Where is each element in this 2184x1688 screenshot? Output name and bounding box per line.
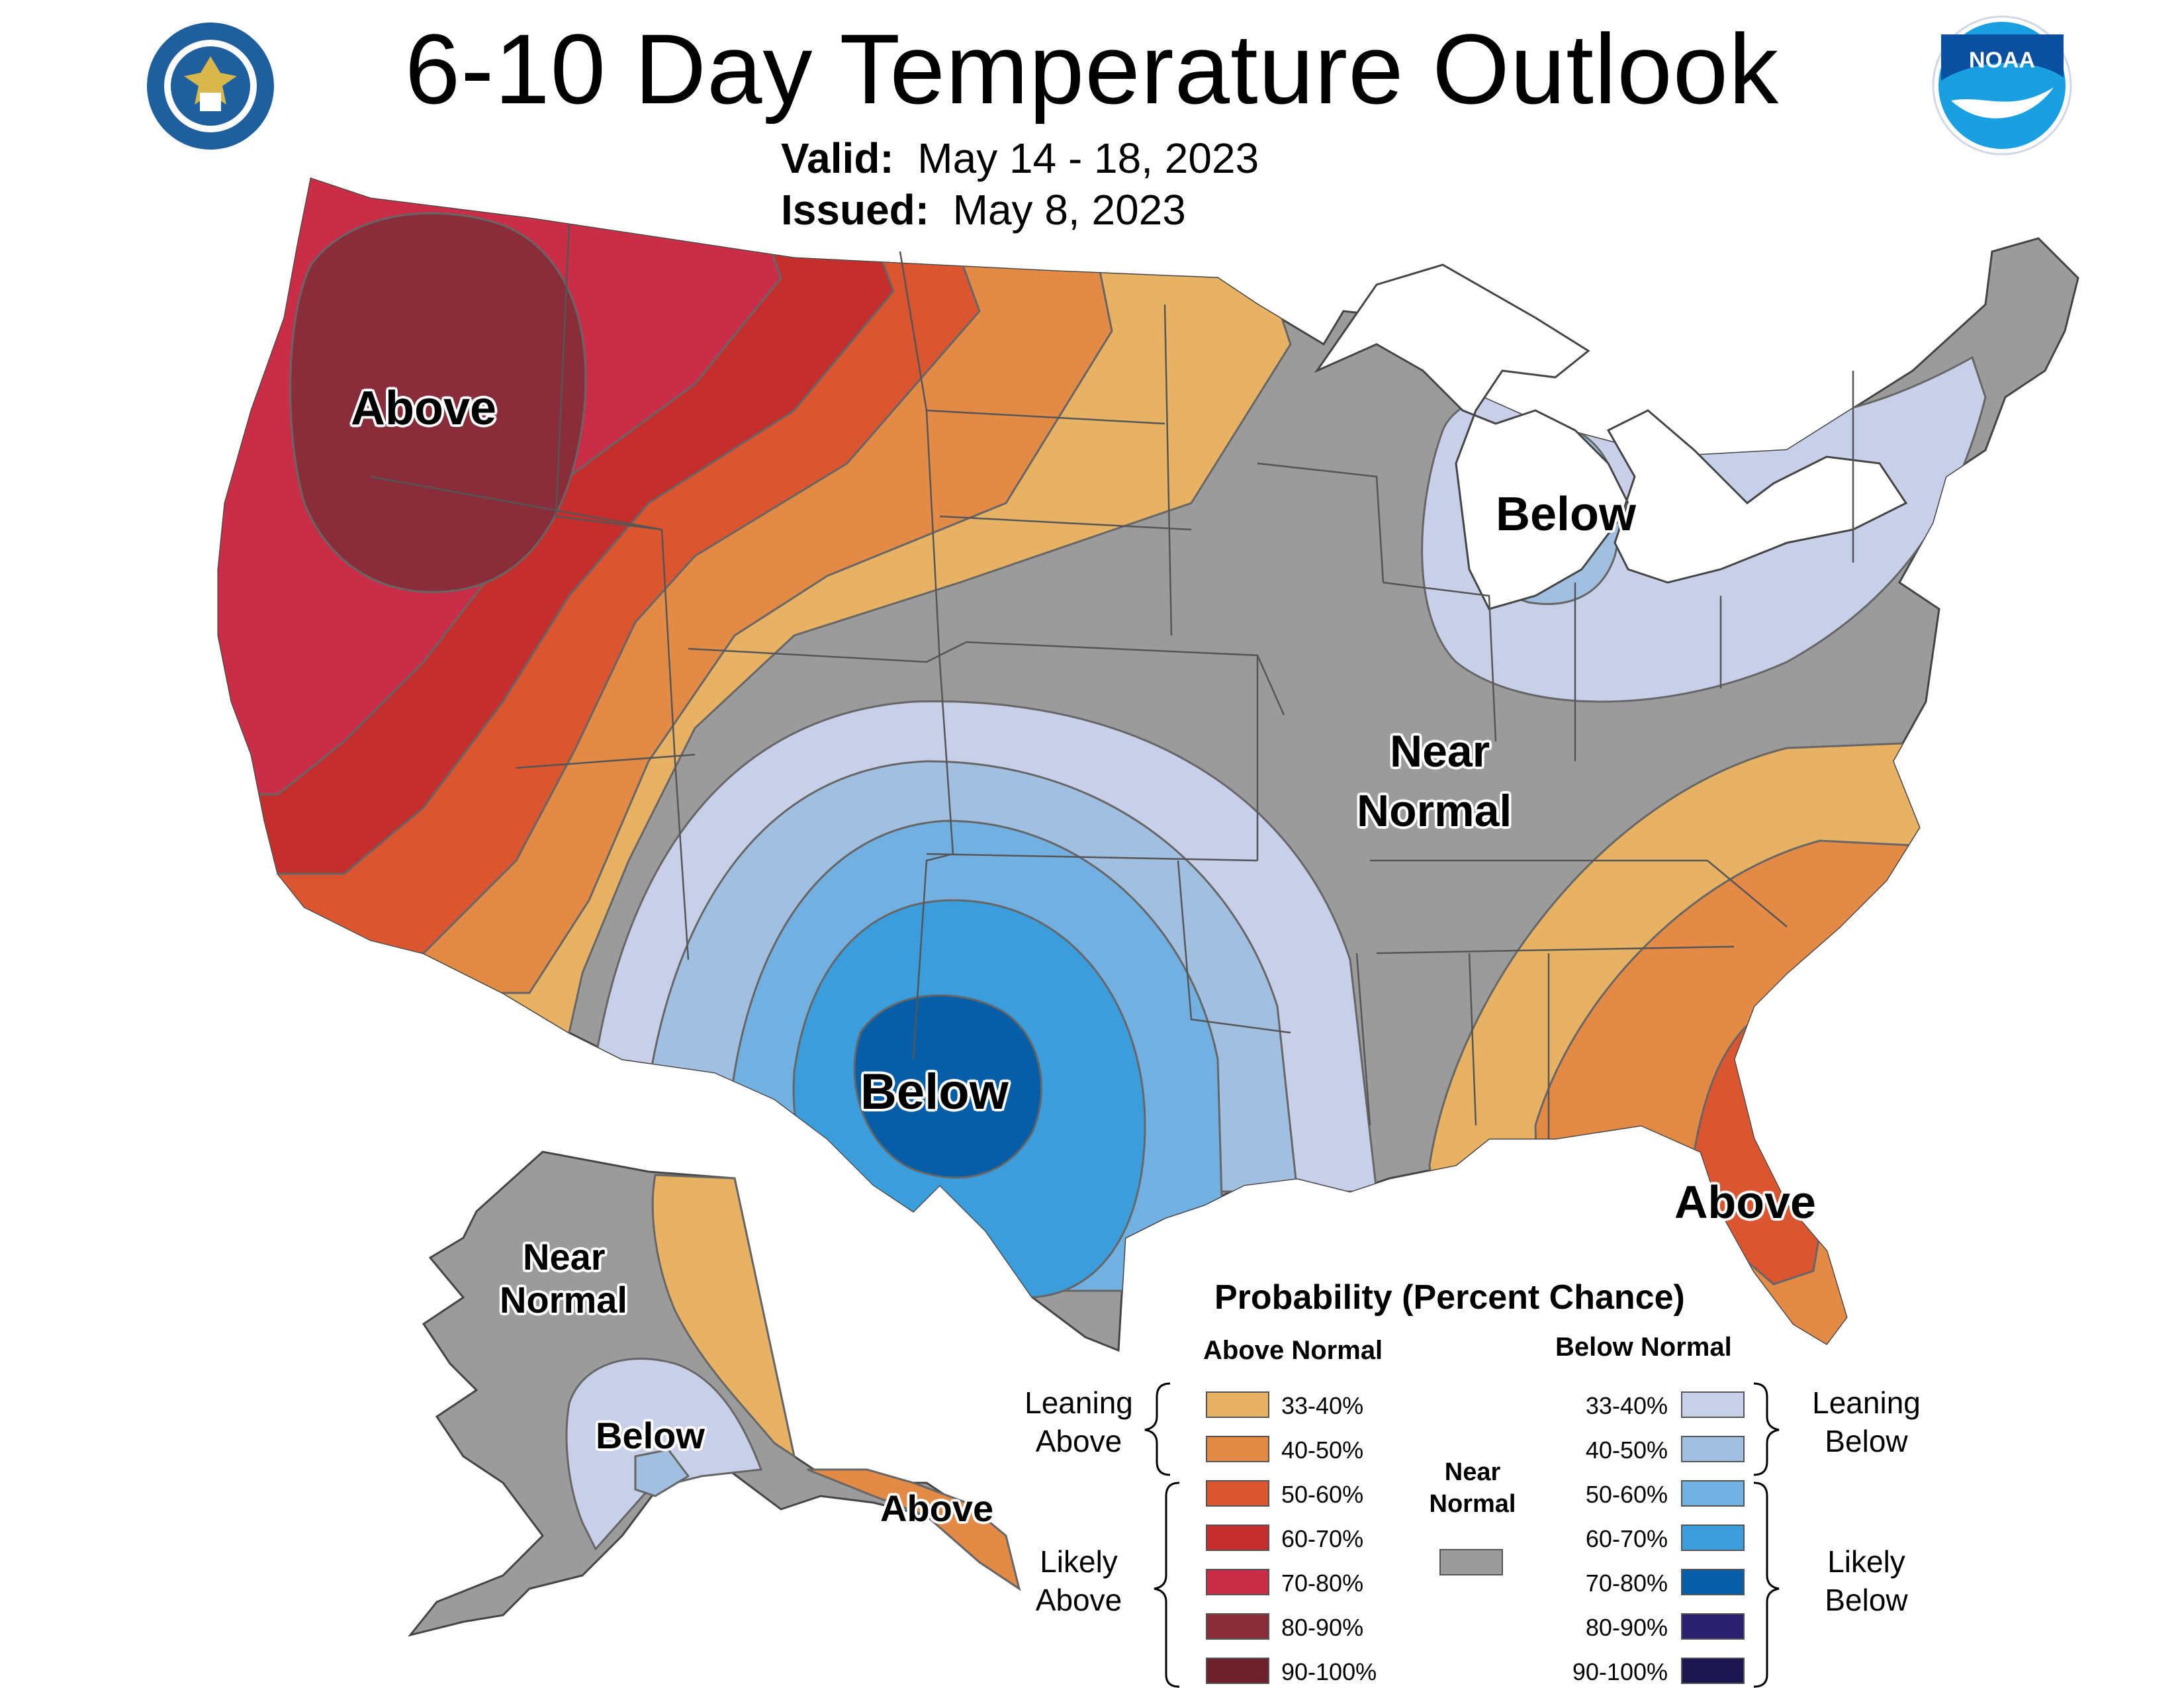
legend-below-heading: Below Normal	[1555, 1333, 1732, 1362]
legend-above-swatch	[1206, 1436, 1269, 1462]
alaska-below-40-50	[634, 1448, 690, 1497]
date-block: Valid: May 14 - 18, 2023 Issued: May 8, …	[781, 132, 1259, 236]
great-lakes	[1314, 263, 1908, 610]
legend-below-swatch	[1681, 1391, 1745, 1418]
brace-likely-above	[1154, 1481, 1180, 1688]
legend-leaning-below-label: Leaning Below	[1800, 1383, 1933, 1460]
label-near-normal-line2: Normal	[1357, 786, 1512, 836]
legend-below-range-label: 90-100%	[1572, 1658, 1668, 1685]
legend-above-range-label: 60-70%	[1281, 1525, 1364, 1552]
legend-above-range-label: 33-40%	[1281, 1392, 1364, 1419]
issued-label: Issued:	[781, 186, 930, 234]
legend-above-range-label: 50-60%	[1281, 1481, 1364, 1508]
legend-above-swatch	[1206, 1613, 1269, 1640]
noaa-logo-text: NOAA	[1969, 48, 2035, 73]
legend-above-heading: Above Normal	[1203, 1336, 1383, 1365]
label-alaska-near-line1: Near	[523, 1236, 606, 1278]
legend-below-swatch	[1681, 1569, 1745, 1595]
likely-below-line2: Below	[1825, 1583, 1908, 1617]
leaning-below-line2: Below	[1825, 1424, 1908, 1458]
map-title: 6-10 Day Temperature Outlook	[404, 13, 1780, 124]
valid-value: May 14 - 18, 2023	[917, 134, 1259, 182]
below-70-80-region	[853, 994, 1042, 1179]
label-alaska-below: Below	[596, 1415, 705, 1456]
issued-value: May 8, 2023	[952, 186, 1186, 234]
alaska-map	[408, 1150, 1021, 1637]
label-alaska-near-line2: Normal	[500, 1279, 627, 1321]
legend-title: Probability (Percent Chance)	[1214, 1278, 1685, 1317]
above-80-90-region	[289, 212, 587, 593]
valid-label: Valid:	[781, 134, 894, 182]
near-heading-line1: Near	[1444, 1458, 1501, 1486]
leaning-above-line1: Leaning	[1024, 1385, 1133, 1420]
likely-above-line1: Likely	[1040, 1544, 1118, 1579]
legend-above-range-label: 90-100%	[1281, 1658, 1377, 1685]
label-alaska-above: Above	[880, 1487, 994, 1529]
legend-above-range-label: 80-90%	[1281, 1614, 1364, 1641]
label-southeast-above: Above	[1674, 1176, 1816, 1228]
legend-above-swatch	[1206, 1391, 1269, 1418]
commerce-seal-logo	[147, 23, 274, 150]
label-west-above: Above	[351, 382, 497, 435]
label-near-normal-line1: Near	[1390, 726, 1490, 776]
legend-near-normal-swatch	[1439, 1549, 1503, 1575]
leaning-above-line2: Above	[1035, 1424, 1122, 1458]
alaska-panhandle-above	[807, 1468, 1021, 1591]
legend-below-range-label: 80-90%	[1585, 1614, 1668, 1641]
label-texas-below: Below	[860, 1064, 1009, 1120]
legend-below-swatch	[1681, 1613, 1745, 1640]
legend-likely-above-label: Likely Above	[1013, 1542, 1145, 1619]
brace-likely-below	[1753, 1481, 1780, 1688]
label-lakes-below: Below	[1496, 488, 1637, 541]
likely-above-line2: Above	[1035, 1583, 1122, 1617]
legend-below-range-label: 70-80%	[1585, 1570, 1668, 1597]
leaning-below-line1: Leaning	[1812, 1385, 1921, 1420]
legend-above-swatch	[1206, 1480, 1269, 1507]
legend-near-normal-heading: Near Normal	[1420, 1456, 1525, 1520]
legend-above-swatch	[1206, 1658, 1269, 1684]
brace-leaning-above	[1144, 1382, 1171, 1476]
valid-line: Valid: May 14 - 18, 2023	[781, 132, 1259, 184]
legend-below-range-label: 33-40%	[1585, 1392, 1668, 1419]
legend-below-swatch	[1681, 1658, 1745, 1684]
near-heading-line2: Normal	[1429, 1490, 1516, 1518]
legend-below-range-label: 40-50%	[1585, 1436, 1668, 1464]
issued-line: Issued: May 8, 2023	[781, 184, 1259, 236]
state-borders	[370, 224, 1854, 1139]
legend-above-range-label: 70-80%	[1281, 1570, 1364, 1597]
legend-above-swatch	[1206, 1524, 1269, 1551]
noaa-logo: NOAA	[1932, 15, 2072, 156]
legend-below-swatch	[1681, 1480, 1745, 1507]
legend-likely-below-label: Likely Below	[1800, 1542, 1933, 1619]
legend-below-swatch	[1681, 1524, 1745, 1551]
legend-below-swatch	[1681, 1436, 1745, 1462]
legend-above-range-label: 40-50%	[1281, 1436, 1364, 1464]
likely-below-line1: Likely	[1827, 1544, 1905, 1579]
legend-below-range-label: 60-70%	[1585, 1525, 1668, 1552]
legend-leaning-above-label: Leaning Above	[1013, 1383, 1145, 1460]
alaska-above-33-40	[651, 1174, 796, 1459]
legend-below-range-label: 50-60%	[1585, 1481, 1668, 1508]
brace-leaning-below	[1753, 1382, 1780, 1476]
legend-above-swatch	[1206, 1569, 1269, 1595]
